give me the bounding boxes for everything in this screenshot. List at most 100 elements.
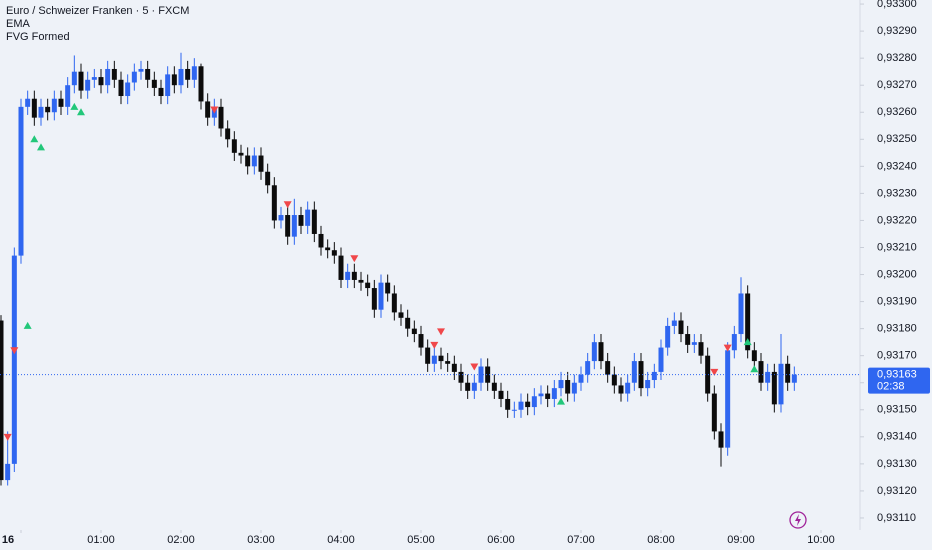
candle-body [545,393,551,399]
candle-body [651,371,657,381]
candle-body [185,68,191,80]
candle-body [205,101,211,118]
y-tick-label: 0,93150 [877,404,917,416]
x-tick-label: 07:00 [567,534,595,546]
candle-body [638,361,644,389]
candle-body [598,342,604,362]
candle-body [91,77,97,80]
candle-body [558,380,564,389]
y-tick-label: 0,93180 [877,323,917,335]
candle-body [585,361,591,375]
candle-body [65,85,71,107]
candle-body [565,380,571,394]
y-tick-label: 0,93270 [877,79,917,91]
fvg-marker [350,255,359,263]
candle-body [118,79,124,97]
y-tick-label: 0,93110 [877,512,916,524]
candle-body [485,366,491,383]
fvg-marker [470,363,479,371]
y-tick-label: 0,93170 [877,350,917,362]
candle-body [165,74,171,97]
candle-body [505,398,511,410]
candle-body [318,233,324,248]
candle-body [531,396,537,408]
x-tick-label: 01:00 [87,534,115,546]
candle-body [718,431,724,448]
candle-body [778,363,784,405]
candle-body [611,374,617,386]
fvg-marker [437,328,445,336]
candle-body [278,215,284,221]
candle-body [465,382,471,391]
candle-body [125,82,131,97]
candle-body [678,320,684,335]
candle-body [518,401,524,410]
candle-body [765,371,771,383]
candle-body [358,279,364,283]
fvg-marker [23,321,32,329]
fvg-marker [37,143,45,151]
candle-body [538,393,544,397]
candle-body [151,79,157,88]
candle-body [331,250,337,256]
fvg-marker [723,344,732,352]
y-tick-label: 0,93260 [877,106,917,118]
fvg-marker [30,135,39,143]
candle-body [491,382,497,391]
y-tick-label: 0,93130 [877,458,917,470]
candle-body [351,271,357,280]
candle-body [625,382,631,394]
bolt-circle [789,511,807,529]
y-tick-label: 0,93240 [877,160,917,172]
candle-body [685,334,691,345]
candle-body [138,68,144,72]
candle-body [498,390,504,399]
candle-body [551,388,557,399]
candle-body [25,98,31,107]
y-tick-label: 0,93200 [877,268,917,280]
candle-body [631,361,637,383]
chart-title: Euro / Schweizer Franken · 5 · FXCM [6,5,189,17]
candle-body [11,255,17,464]
countdown: 02:38 [877,381,905,393]
candle-body [425,347,431,364]
candle-body [431,355,437,364]
candle-body [418,334,424,348]
y-tick-label: 0,93190 [877,295,917,307]
candle-body [725,350,731,448]
candle-body [471,382,477,391]
candle-body [791,374,797,383]
candle-body [738,293,744,335]
candle-body [438,355,444,362]
candle-body [445,361,451,364]
candle-body [105,68,111,86]
candle-body [38,106,44,118]
candle-body [58,98,64,107]
fvg-marker [70,102,79,110]
bolt-icon[interactable] [789,511,807,529]
candle-body [98,77,104,86]
candle-body [231,139,237,153]
candle-body [171,74,177,86]
candle-body [711,393,717,432]
x-tick-label: 06:00 [487,534,515,546]
candle-body [618,385,624,394]
fvg-marker [430,341,439,349]
candle-body [5,463,11,481]
candle-body [298,215,304,226]
candle-body [251,155,257,167]
candle-body [391,293,397,313]
candle-body [771,371,777,405]
candle-body [198,66,204,102]
candle-body [665,325,671,348]
candle-body [191,66,197,80]
candle-body [398,312,404,318]
y-tick-label: 0,93250 [877,133,917,145]
candle-body [371,288,377,310]
candle-body [0,320,4,481]
candle-body [378,282,384,310]
candle-body [405,317,411,329]
